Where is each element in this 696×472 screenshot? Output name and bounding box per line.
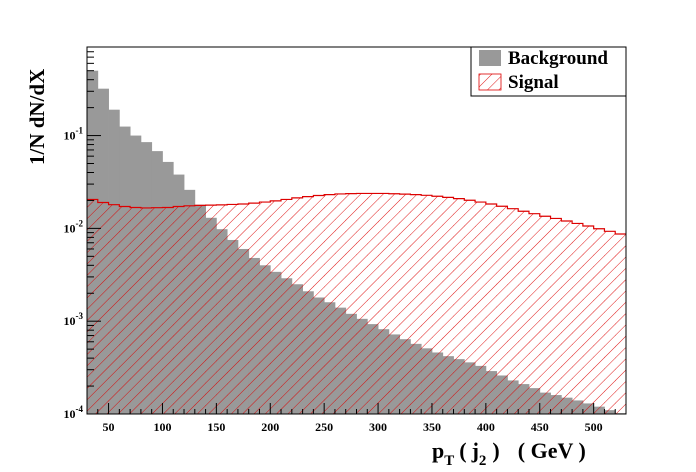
signal-bar <box>324 194 336 414</box>
x-axis-title: pT (j2) ( GeV ) <box>432 438 586 469</box>
signal-bar <box>561 221 573 414</box>
signal-bar <box>378 193 390 414</box>
x-tick-label: 400 <box>477 420 495 434</box>
x-axis-title-open-paren: ( <box>459 438 466 463</box>
signal-bar <box>550 218 562 414</box>
signal-bar <box>97 202 109 414</box>
signal-bar <box>507 208 519 414</box>
signal-bar <box>345 193 357 414</box>
signal-bar <box>356 193 368 414</box>
signal-series <box>87 192 626 414</box>
y-tick-label: 10-3 <box>64 311 84 328</box>
signal-bar <box>615 233 626 414</box>
signal-bar <box>528 213 541 414</box>
signal-outline <box>87 192 626 235</box>
signal-bar <box>442 197 454 414</box>
signal-bar <box>485 204 498 414</box>
signal-bar <box>151 207 163 414</box>
legend-background-swatch <box>479 50 501 66</box>
x-tick-label: 450 <box>531 420 549 434</box>
signal-bar <box>194 205 206 414</box>
legend-signal-swatch <box>478 73 502 91</box>
x-axis-title-j: j <box>471 438 479 463</box>
signal-bar <box>162 207 174 414</box>
x-axis-title-p: p <box>432 438 444 463</box>
x-tick-label: 500 <box>585 420 603 434</box>
signal-bar <box>281 199 293 414</box>
legend: Background Signal <box>470 46 627 97</box>
signal-bar <box>593 228 605 414</box>
signal-bar <box>453 198 465 414</box>
signal-bar <box>367 193 379 414</box>
x-tick-label: 300 <box>369 420 387 434</box>
signal-bar <box>140 207 153 414</box>
y-tick-labels: 10-4 10-3 10-2 10-1 <box>64 126 84 421</box>
signal-bar <box>108 204 120 414</box>
signal-bar <box>572 223 584 414</box>
signal-bar <box>475 202 487 414</box>
x-tick-label: 100 <box>153 420 171 434</box>
signal-bar <box>313 195 325 414</box>
y-axis-title: 1/N dN/dX <box>25 69 49 165</box>
y-tick-label: 10-1 <box>64 126 84 143</box>
signal-bar <box>334 193 347 414</box>
signal-bar <box>173 206 185 414</box>
signal-bar <box>518 211 530 414</box>
legend-background-label: Background <box>508 48 608 69</box>
x-tick-label: 200 <box>261 420 279 434</box>
signal-bar <box>216 204 228 414</box>
signal-bar <box>302 196 314 414</box>
y-tick-label: 10-4 <box>64 404 84 421</box>
signal-bar <box>431 196 444 414</box>
x-axis-title-sub-t: T <box>444 453 454 469</box>
signal-bar <box>399 194 411 414</box>
x-tick-label: 150 <box>207 420 225 434</box>
signal-bar <box>464 200 476 414</box>
x-axis-title-sub-2: 2 <box>479 453 487 469</box>
signal-bar <box>291 197 303 414</box>
x-tick-label: 350 <box>423 420 441 434</box>
signal-bar <box>130 207 142 414</box>
x-tick-label: 50 <box>103 420 115 434</box>
signal-bar <box>421 195 433 414</box>
x-axis-title-close-paren: ) <box>492 438 499 463</box>
signal-bar <box>184 205 196 414</box>
signal-bar <box>119 206 131 414</box>
y-tick-label: 10-2 <box>64 218 84 235</box>
x-tick-label: 250 <box>315 420 333 434</box>
signal-bar <box>604 231 616 414</box>
signal-bar <box>259 202 271 414</box>
signal-bar <box>227 204 239 414</box>
x-tick-labels: 50 100 150 200 250 300 350 400 450 500 <box>103 420 603 434</box>
signal-bar <box>237 204 250 414</box>
signal-bar <box>205 205 217 414</box>
signal-bar <box>388 193 401 414</box>
signal-bar <box>270 200 282 414</box>
signal-bar <box>496 206 508 414</box>
signal-bar <box>410 194 422 414</box>
signal-bar <box>582 226 595 414</box>
legend-signal-label: Signal <box>508 72 559 93</box>
signal-bar <box>248 203 260 414</box>
signal-bar <box>539 216 551 414</box>
x-axis-title-unit: ( GeV ) <box>518 438 586 463</box>
axes <box>86 46 627 415</box>
signal-bar <box>87 199 99 414</box>
